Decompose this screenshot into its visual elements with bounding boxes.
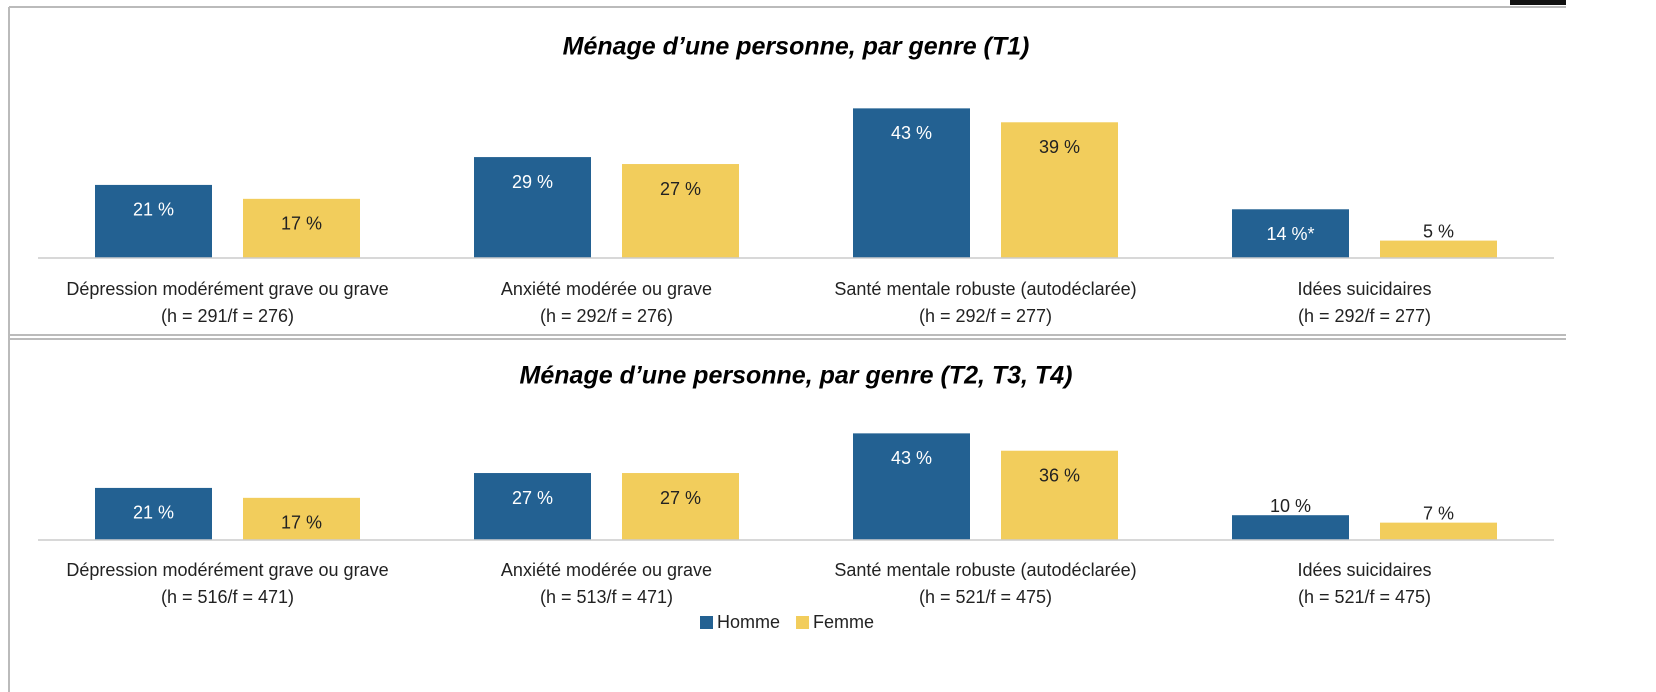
x-tick-label: Idées suicidaires (1297, 279, 1431, 299)
bar (95, 184, 212, 258)
data-label: 39 % (1039, 137, 1080, 157)
data-label: 5 % (1423, 221, 1454, 241)
data-label: 27 % (660, 179, 701, 199)
x-tick-label: Dépression modérément grave ou grave (66, 279, 388, 299)
bar (474, 157, 591, 258)
data-label: 36 % (1039, 465, 1080, 485)
bar (474, 473, 591, 540)
legend-label: Homme (717, 612, 780, 632)
bar (1001, 450, 1118, 540)
x-tick-label: (h = 291/f = 276) (161, 306, 294, 326)
bar (853, 108, 970, 258)
x-tick-label: Anxiété modérée ou grave (501, 279, 712, 299)
x-tick-label: Anxiété modérée ou grave (501, 560, 712, 580)
data-label: 17 % (281, 214, 322, 234)
data-label: 7 % (1423, 503, 1454, 523)
data-label: 21 % (133, 200, 174, 220)
bar (1232, 209, 1349, 258)
bar (243, 497, 360, 540)
x-tick-label: (h = 292/f = 276) (540, 306, 673, 326)
chart-title: Ménage d’une personne, par genre (T2, T3… (520, 362, 1073, 390)
x-tick-label: Santé mentale robuste (autodéclarée) (834, 560, 1136, 580)
legend-swatch (796, 616, 810, 629)
bar (1001, 122, 1118, 258)
legend-swatch (700, 616, 713, 629)
bar (1380, 240, 1497, 258)
bar (622, 164, 739, 258)
bar (243, 198, 360, 258)
bar (1380, 522, 1497, 540)
x-tick-label: (h = 516/f = 471) (161, 587, 294, 607)
data-label: 43 % (891, 123, 932, 143)
data-label: 10 % (1270, 496, 1311, 516)
data-label: 29 % (512, 172, 553, 192)
corner-bar (1510, 0, 1566, 5)
x-tick-label: (h = 292/f = 277) (919, 306, 1052, 326)
data-label: 14 %* (1266, 224, 1314, 244)
x-tick-label: (h = 292/f = 277) (1298, 306, 1431, 326)
bar (1232, 515, 1349, 540)
x-tick-label: Santé mentale robuste (autodéclarée) (834, 279, 1136, 299)
data-label: 17 % (281, 513, 322, 533)
x-tick-label: Idées suicidaires (1297, 560, 1431, 580)
x-tick-label: Dépression modérément grave ou grave (66, 560, 388, 580)
x-tick-label: (h = 513/f = 471) (540, 587, 673, 607)
data-label: 27 % (512, 488, 553, 508)
x-tick-label: (h = 521/f = 475) (1298, 587, 1431, 607)
legend-label: Femme (813, 612, 874, 632)
chart-title: Ménage d’une personne, par genre (T1) (563, 33, 1030, 61)
bar (95, 487, 212, 540)
data-label: 43 % (891, 448, 932, 468)
data-label: 21 % (133, 503, 174, 523)
bar (853, 433, 970, 540)
x-tick-label: (h = 521/f = 475) (919, 587, 1052, 607)
data-label: 27 % (660, 488, 701, 508)
bar (622, 473, 739, 540)
